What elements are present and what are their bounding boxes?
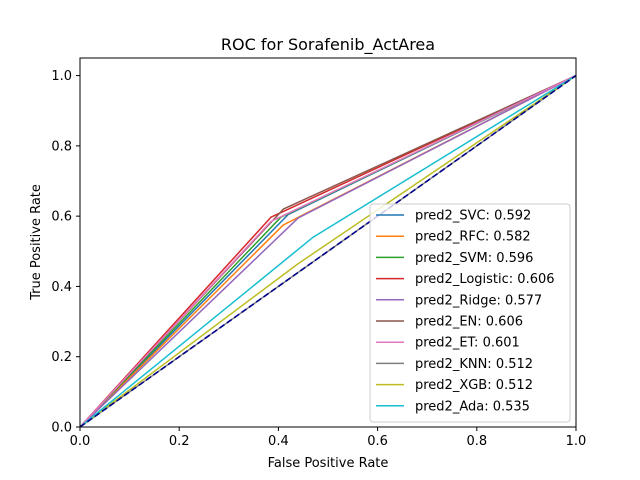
x-tick-label: 0.4 [268, 434, 289, 449]
series-line-4 [79, 74, 577, 428]
series-line-8 [79, 74, 577, 428]
y-tick-label: 0.4 [51, 280, 72, 295]
series-layer [79, 74, 577, 428]
y-tick-label: 0.8 [51, 139, 72, 154]
x-tick-label: 0.2 [169, 434, 190, 449]
legend-label: pred2_ET: 0.601 [415, 336, 520, 351]
series-line-6 [79, 74, 577, 428]
legend-label: pred2_KNN: 0.512 [415, 357, 533, 372]
plot-frame [79, 57, 577, 428]
chart-title: ROC for Sorafenib_ActArea [221, 35, 435, 55]
x-tick-label: 0.0 [70, 434, 91, 449]
legend-label: pred2_XGB: 0.512 [415, 378, 533, 393]
legend-label: pred2_SVM: 0.596 [415, 251, 533, 266]
legend-label: pred2_Logistic: 0.606 [415, 272, 555, 287]
y-tick-label: 0.0 [51, 421, 72, 436]
legend-label: pred2_Ridge: 0.577 [415, 293, 542, 308]
axes-layer: 0.0 0.2 0.4 0.6 0.8 1.0 0.0 0.2 0.4 0.6 0.8 1.0 [51, 57, 587, 449]
y-tick-label: 0.2 [51, 350, 72, 365]
x-tick-label: 0.8 [466, 434, 487, 449]
x-axis-label: False Positive Rate [268, 456, 389, 471]
y-tick-label: 1.0 [51, 69, 72, 84]
legend-label: pred2_RFC: 0.582 [415, 230, 531, 245]
legend-box [369, 203, 571, 423]
legend-label: pred2_EN: 0.606 [415, 315, 523, 330]
x-tick-label: 0.6 [367, 434, 388, 449]
y-axis-label: True Positive Rate [29, 184, 44, 301]
x-tick-label: 1.0 [566, 434, 587, 449]
series-line-9 [79, 74, 577, 428]
y-tick-label: 0.6 [51, 210, 72, 225]
legend-label: pred2_Ada: 0.535 [415, 399, 530, 414]
legend: pred2_SVC: 0.592 pred2_RFC: 0.582 pred2_SV… [369, 203, 571, 423]
legend-label: pred2_SVC: 0.592 [415, 209, 531, 224]
chance-diagonal-line [79, 74, 577, 428]
